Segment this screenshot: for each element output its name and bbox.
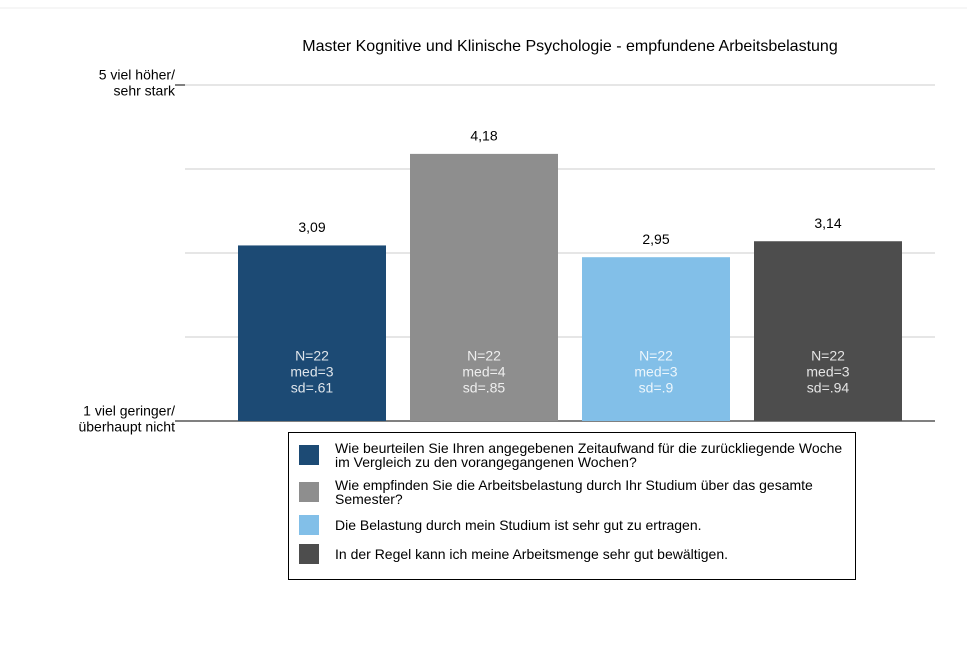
legend-item: Die Belastung durch mein Studium ist seh… — [297, 515, 847, 535]
legend-item: Wie beurteilen Sie Ihren angegebenen Zei… — [297, 441, 847, 469]
bar-note: med=3 — [806, 364, 849, 380]
legend-swatch — [299, 515, 319, 535]
legend-swatch — [299, 482, 319, 502]
bar-note: sd=.61 — [291, 380, 334, 396]
bar-note: med=3 — [634, 364, 677, 380]
bar-note: N=22 — [811, 348, 845, 364]
y-tick-label: überhaupt nicht — [78, 419, 175, 435]
value-label: 3,09 — [298, 219, 325, 235]
bar-note: N=22 — [295, 348, 329, 364]
bar — [410, 153, 558, 421]
bar-note: sd=.85 — [463, 380, 506, 396]
bar-note: N=22 — [467, 348, 501, 364]
y-tick-label: 5 viel höher/ — [99, 67, 175, 83]
value-label: 2,95 — [642, 231, 669, 247]
legend-label: Wie empfinden Sie die Arbeitsbelastung d… — [335, 477, 813, 507]
legend-swatch — [299, 544, 319, 564]
bar-note: med=4 — [462, 364, 505, 380]
bar-note: sd=.94 — [807, 380, 850, 396]
y-tick-label: 1 viel geringer/ — [83, 403, 175, 419]
legend-label: Wie beurteilen Sie Ihren angegebenen Zei… — [335, 440, 843, 470]
bar — [754, 241, 902, 421]
legend-item: In der Regel kann ich meine Arbeitsmenge… — [297, 544, 847, 564]
y-tick-label: sehr stark — [114, 83, 176, 99]
legend-item: Wie empfinden Sie die Arbeitsbelastung d… — [297, 478, 847, 506]
bar-note: med=3 — [290, 364, 333, 380]
chart-title: Master Kognitive und Klinische Psycholog… — [302, 38, 837, 55]
bar-note: N=22 — [639, 348, 673, 364]
bar — [238, 245, 386, 421]
legend-label: Die Belastung durch mein Studium ist seh… — [335, 517, 702, 533]
value-label: 4,18 — [470, 128, 497, 144]
legend: Wie beurteilen Sie Ihren angegebenen Zei… — [288, 432, 856, 580]
bar — [582, 257, 730, 421]
value-label: 3,14 — [814, 215, 841, 231]
legend-swatch — [299, 445, 319, 465]
legend-label: In der Regel kann ich meine Arbeitsmenge… — [335, 546, 729, 562]
bar-note: sd=.9 — [639, 380, 674, 396]
